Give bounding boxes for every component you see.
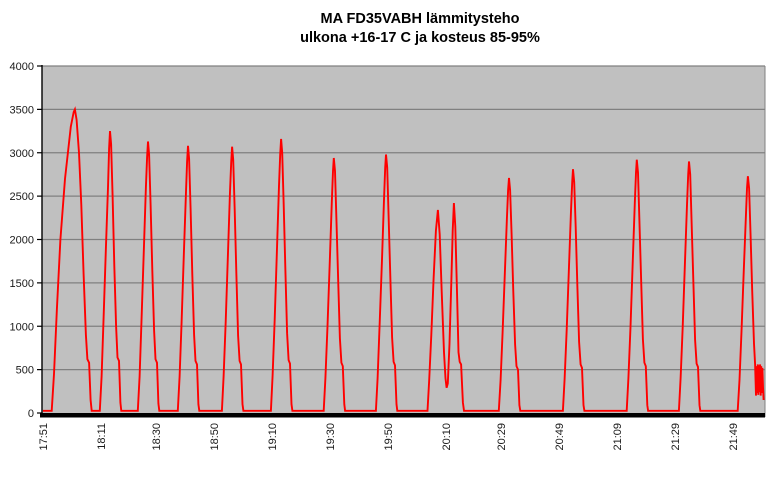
chart-title: MA FD35VABH lämmitysteho xyxy=(320,11,519,27)
x-tick-label: 18:11 xyxy=(96,423,108,450)
x-tick-label: 19:30 xyxy=(325,423,337,451)
chart-subtitle: ulkona +16-17 C ja kosteus 85-95% xyxy=(300,30,540,46)
y-tick-label: 2500 xyxy=(10,191,34,203)
x-tick-label: 17:51 xyxy=(38,423,50,451)
y-tick-label: 3500 xyxy=(10,104,34,116)
x-tick-label: 18:30 xyxy=(151,423,163,451)
x-tick-label: 20:10 xyxy=(441,423,453,451)
plot-background xyxy=(42,66,765,417)
y-tick-label: 1000 xyxy=(10,321,34,333)
x-tick-label: 21:09 xyxy=(612,423,624,451)
x-tick-label: 18:50 xyxy=(209,423,221,451)
x-tick-label: 19:50 xyxy=(383,423,395,451)
y-tick-label: 1500 xyxy=(10,278,34,290)
x-tick-label: 20:29 xyxy=(496,423,508,451)
y-tick-label: 0 xyxy=(28,408,34,420)
heating-power-line xyxy=(43,106,765,412)
x-tick-label: 20:49 xyxy=(554,423,566,451)
y-tick-label: 500 xyxy=(16,365,34,377)
y-tick-label: 2000 xyxy=(10,235,34,247)
x-tick-label: 21:29 xyxy=(670,423,682,451)
x-tick-label: 19:10 xyxy=(267,423,279,451)
y-tick-label: 3000 xyxy=(10,148,34,160)
x-axis-bar xyxy=(40,413,765,418)
y-tick-label: 4000 xyxy=(10,61,34,73)
x-tick-label: 21:49 xyxy=(728,423,740,451)
